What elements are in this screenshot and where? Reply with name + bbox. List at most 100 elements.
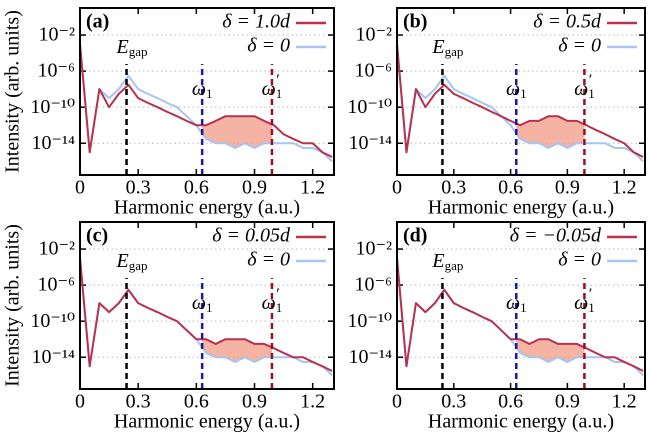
annotation-sub: 1 <box>520 300 527 315</box>
annotation-sub: gap <box>129 44 148 59</box>
y-tick-label: 10⁻¹⁰ <box>347 310 392 332</box>
annotation-label: Egap <box>431 36 463 59</box>
x-tick-label: 0.9 <box>555 391 580 413</box>
plot-frame <box>79 7 335 176</box>
annotation-symbol: ω <box>192 292 206 314</box>
annotation-label: ω1′ <box>574 286 595 315</box>
x-tick-label: 0.3 <box>126 391 151 413</box>
y-tick-label: 10⁻¹⁴ <box>348 132 392 154</box>
annotation-sub: gap <box>445 258 464 273</box>
series-line <box>80 257 333 372</box>
x-axis-label: Harmonic energy (a.u.) <box>114 197 300 219</box>
annotation-label: Egap <box>431 250 463 273</box>
annotation-label: ω1′ <box>262 72 283 101</box>
y-tick-label: 10⁻⁶ <box>37 274 75 296</box>
annotation-label: ω1 <box>192 78 213 101</box>
x-tick-label: 0.6 <box>184 391 209 413</box>
y-tick-label: 10⁻⁶ <box>37 60 75 82</box>
y-axis-label: Intensity (arb. units) <box>2 224 24 387</box>
annotation-symbol: ω <box>192 78 206 100</box>
annotation-label: Egap <box>116 250 148 273</box>
x-axis-label: Harmonic energy (a.u.) <box>114 411 300 433</box>
plot-frame <box>79 221 335 390</box>
annotation-sub: 1 <box>276 300 283 315</box>
y-tick-label: 10⁻¹⁰ <box>30 310 75 332</box>
y-tick-label: 10⁻⁶ <box>354 60 392 82</box>
annotation-symbol: ω <box>574 78 588 100</box>
annotation-label: ω1′ <box>574 72 595 101</box>
series-line <box>80 43 333 163</box>
legend-label: δ = 0 <box>558 249 601 271</box>
x-tick-label: 0.3 <box>126 177 151 199</box>
x-tick-label: 0 <box>392 391 402 413</box>
x-axis-label: Harmonic energy (a.u.) <box>428 197 614 219</box>
annotation-symbol: ω <box>574 292 588 314</box>
annotation-sub: gap <box>129 258 148 273</box>
y-tick-label: 10⁻¹⁴ <box>348 346 392 368</box>
legend-label: δ = 0 <box>558 35 601 57</box>
x-tick-label: 0.6 <box>498 177 523 199</box>
annotation-sub: 1 <box>588 300 595 315</box>
series-line <box>397 43 644 162</box>
series-line <box>80 43 333 158</box>
annotation-sub: 1 <box>206 86 213 101</box>
annotation-label: ω1 <box>192 292 213 315</box>
x-tick-label: 1.2 <box>300 391 325 413</box>
x-tick-label: 0.3 <box>441 391 466 413</box>
y-tick-label: 10⁻² <box>355 238 392 260</box>
x-tick-label: 1.2 <box>612 177 637 199</box>
x-tick-label: 0 <box>392 177 402 199</box>
annotation-sup: ′ <box>276 286 280 303</box>
annotation-sub: gap <box>445 44 464 59</box>
annotation-symbol: E <box>116 36 129 58</box>
legend-label: δ = 0.05d <box>212 225 291 247</box>
annotation-label: ω1′ <box>262 286 283 315</box>
annotation-label: ω1 <box>506 292 527 315</box>
x-tick-label: 0 <box>75 177 85 199</box>
x-tick-label: 0.9 <box>242 391 267 413</box>
shaded-region <box>202 116 272 148</box>
x-tick-label: 0.6 <box>498 391 523 413</box>
annotation-symbol: E <box>431 250 444 272</box>
annotation-sup: ′ <box>589 72 593 89</box>
y-tick-label: 10⁻¹⁰ <box>30 96 75 118</box>
y-tick-label: 10⁻¹⁴ <box>31 346 75 368</box>
plot-frame <box>396 221 646 390</box>
annotation-symbol: ω <box>506 78 520 100</box>
annotation-sup: ′ <box>589 286 593 303</box>
series-line <box>397 257 644 372</box>
x-axis-label: Harmonic energy (a.u.) <box>428 411 614 433</box>
y-tick-label: 10⁻² <box>38 238 75 260</box>
y-tick-label: 10⁻¹⁴ <box>31 132 75 154</box>
panel-label: (c) <box>86 225 108 247</box>
annotation-symbol: E <box>431 36 444 58</box>
legend-label: δ = 0 <box>247 249 290 271</box>
x-tick-label: 0 <box>75 391 85 413</box>
annotation-label: ω1 <box>506 78 527 101</box>
x-tick-label: 0.3 <box>441 177 466 199</box>
annotation-symbol: ω <box>262 292 276 314</box>
y-tick-label: 10⁻² <box>355 24 392 46</box>
legend-label: δ = 0 <box>247 35 290 57</box>
annotation-symbol: ω <box>262 78 276 100</box>
y-tick-label: 10⁻¹⁰ <box>347 96 392 118</box>
x-tick-label: 0.9 <box>242 177 267 199</box>
legend-label: δ = 0.5d <box>533 11 602 33</box>
x-tick-label: 1.2 <box>612 391 637 413</box>
y-axis-label: Intensity (arb. units) <box>2 10 24 173</box>
annotation-symbol: E <box>116 250 129 272</box>
legend-label: δ = 1.0d <box>222 11 291 33</box>
plot-frame <box>396 7 646 176</box>
y-tick-label: 10⁻² <box>38 24 75 46</box>
annotation-sub: 1 <box>588 86 595 101</box>
x-tick-label: 0.9 <box>555 177 580 199</box>
panel-label: (b) <box>403 11 427 33</box>
annotation-sub: 1 <box>276 86 283 101</box>
x-tick-label: 0.6 <box>184 177 209 199</box>
annotation-label: Egap <box>116 36 148 59</box>
series-line <box>397 43 644 158</box>
annotation-sub: 1 <box>520 86 527 101</box>
legend-label: δ = −0.05d <box>510 225 602 247</box>
panel-label: (a) <box>86 11 109 33</box>
